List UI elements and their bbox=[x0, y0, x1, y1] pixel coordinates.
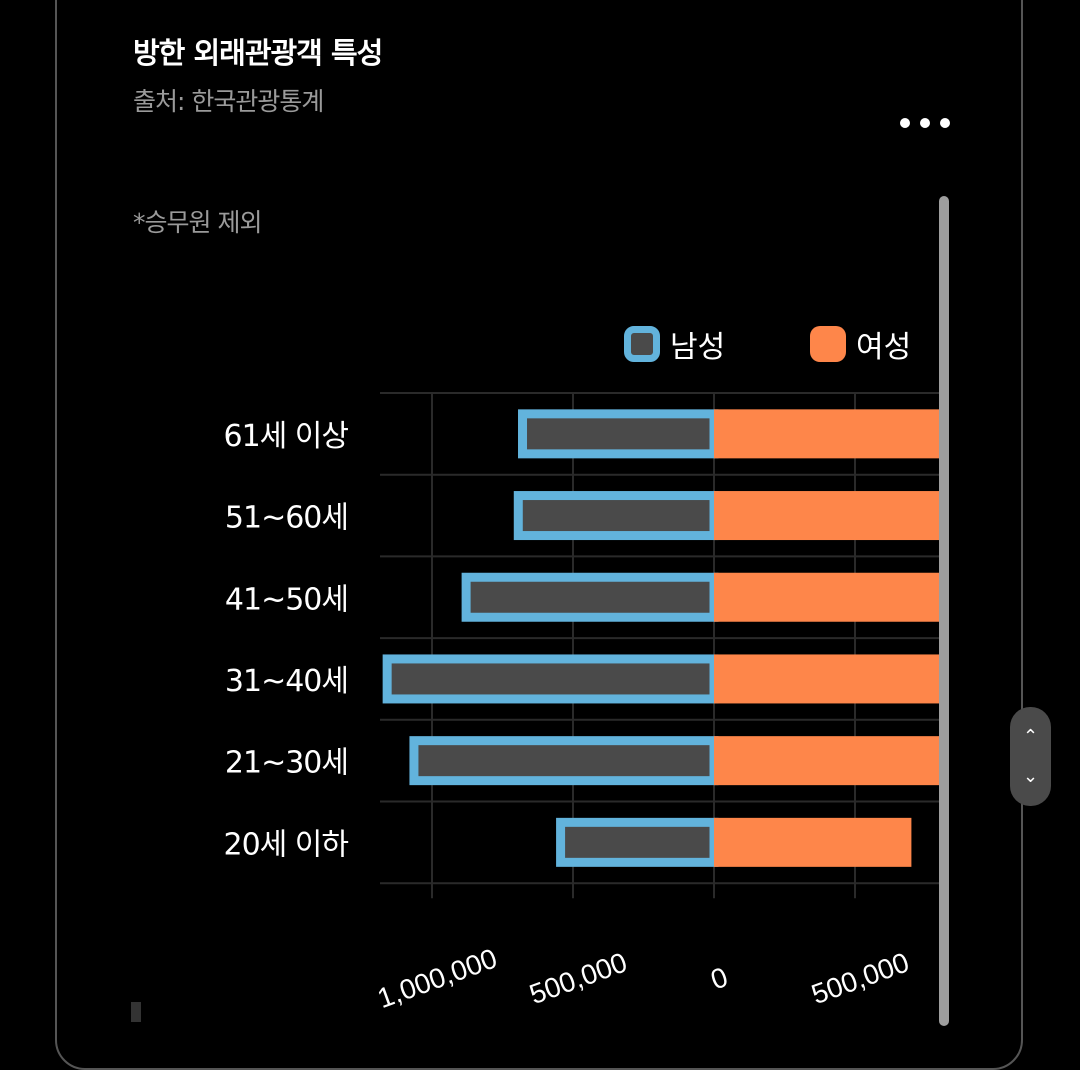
bar-female bbox=[714, 654, 940, 704]
y-category-label: 31~40세 bbox=[225, 664, 348, 699]
x-tick-label: 0 bbox=[707, 961, 732, 995]
legend-swatch-male bbox=[624, 326, 660, 362]
vertical-scrollbar[interactable] bbox=[939, 196, 949, 1026]
scroll-control[interactable]: ⌃ ⌄ bbox=[1010, 707, 1051, 806]
population-pyramid-chart: 1,000,000 500,000 0 500,000 61세 이상 51~60세 41~5… bbox=[223, 392, 940, 1014]
y-category-label: 51~60세 bbox=[225, 501, 348, 536]
y-category-label: 61세 이상 bbox=[223, 419, 348, 454]
y-category-label: 21~30세 bbox=[225, 746, 348, 781]
more-options-icon[interactable] bbox=[900, 118, 950, 128]
y-category-label: 20세 이하 bbox=[223, 827, 348, 862]
legend-item-female[interactable]: 여성 bbox=[810, 322, 911, 366]
legend-label-male: 남성 bbox=[670, 330, 726, 365]
scroll-up-button[interactable]: ⌃ bbox=[1022, 726, 1039, 747]
bar-female bbox=[714, 409, 940, 459]
chart-source: 출처: 한국관광통계 bbox=[133, 87, 324, 116]
x-tick-label: 500,000 bbox=[525, 946, 631, 1010]
y-category-label: 41~50세 bbox=[225, 582, 348, 617]
bar-female bbox=[714, 736, 940, 786]
bar-male bbox=[518, 409, 719, 459]
scroll-down-button[interactable]: ⌄ bbox=[1022, 766, 1039, 787]
legend-swatch-female bbox=[810, 326, 846, 362]
legend-label-female: 여성 bbox=[856, 330, 912, 365]
bar-male bbox=[382, 654, 719, 704]
chart-title: 방한 외래관광객 특성 bbox=[133, 36, 383, 70]
x-tick-label: 500,000 bbox=[807, 946, 913, 1010]
chart-note: *승무원 제외 bbox=[133, 208, 262, 237]
bar-male bbox=[409, 736, 719, 786]
bar-male bbox=[461, 572, 719, 622]
bar-female bbox=[714, 817, 912, 867]
bar-female bbox=[714, 572, 940, 622]
bar-male bbox=[513, 491, 719, 541]
bar-male bbox=[556, 817, 719, 867]
x-tick-label: 1,000,000 bbox=[373, 942, 501, 1014]
legend-item-male[interactable]: 남성 bbox=[624, 322, 725, 366]
bar-female bbox=[714, 491, 940, 541]
next-section-marker bbox=[131, 1002, 141, 1022]
